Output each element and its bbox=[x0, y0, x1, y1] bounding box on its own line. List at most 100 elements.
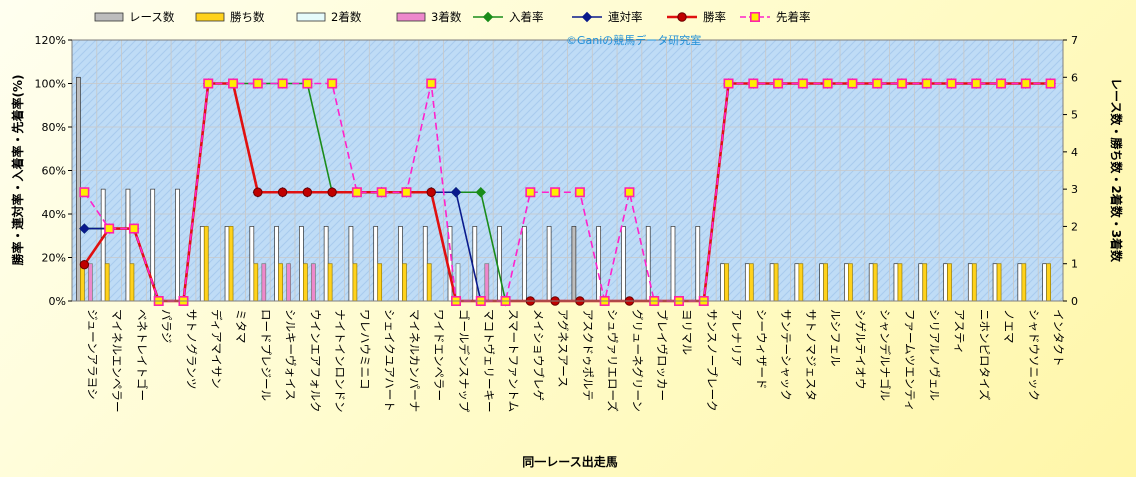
category-label: アグネスアース bbox=[556, 309, 570, 388]
point-先着率-18 bbox=[525, 187, 536, 198]
category-label: シュヴァリエローズ bbox=[606, 309, 620, 412]
category-label: ナイトインロンドン bbox=[333, 309, 347, 413]
category-label: グリューネグリーン bbox=[630, 309, 644, 412]
bar-レース数-11 bbox=[348, 226, 354, 302]
point-先着率-28 bbox=[773, 78, 784, 89]
point-勝率-7 bbox=[253, 187, 263, 197]
category-label: シャンデルナゴル bbox=[878, 309, 892, 401]
right-tick-label: 2 bbox=[1071, 220, 1078, 233]
bar-レース数-23 bbox=[645, 226, 651, 302]
bar-レース数-25 bbox=[695, 226, 701, 302]
right-tick-label: 5 bbox=[1071, 109, 1078, 122]
bar-勝ち数-14 bbox=[426, 263, 432, 302]
right-tick-label: 4 bbox=[1071, 146, 1078, 159]
bar-3着数-0 bbox=[88, 263, 93, 302]
bar-勝ち数-12 bbox=[377, 263, 383, 302]
bar-3着数-9 bbox=[311, 263, 316, 302]
legend-item-3着数: 3着数 bbox=[396, 10, 462, 24]
point-先着率-27 bbox=[748, 78, 759, 89]
bar-勝ち数-5 bbox=[203, 226, 209, 302]
left-tick-label: 20% bbox=[42, 252, 66, 265]
left-tick-label: 100% bbox=[35, 78, 66, 91]
right-tick-label: 3 bbox=[1071, 183, 1078, 196]
bar-勝ち数-34 bbox=[922, 263, 928, 302]
bar-レース数-20 bbox=[571, 226, 577, 302]
point-先着率-29 bbox=[797, 78, 808, 89]
category-label: アスクドゥポルテ bbox=[581, 309, 595, 401]
category-label: ヨリマル bbox=[680, 309, 694, 355]
bar-レース数-29 bbox=[794, 263, 800, 302]
point-先着率-8 bbox=[277, 78, 288, 89]
left-tick-label: 0% bbox=[49, 295, 66, 308]
bar-レース数-37 bbox=[992, 263, 998, 302]
point-先着率-33 bbox=[896, 78, 907, 89]
bar-勝ち数-11 bbox=[352, 263, 358, 302]
left-tick-label: 40% bbox=[42, 208, 66, 221]
category-label: ベネトレイトゴー bbox=[135, 309, 149, 401]
point-先着率-35 bbox=[946, 78, 957, 89]
bar-勝ち数-30 bbox=[823, 263, 828, 302]
bar-レース数-31 bbox=[844, 263, 849, 302]
bar-勝ち数-32 bbox=[872, 263, 878, 302]
category-label: シェイクユアハート bbox=[383, 309, 397, 412]
bar-レース数-32 bbox=[868, 263, 874, 302]
bar-レース数-19 bbox=[546, 226, 552, 302]
category-label: ニホンピロタイズ bbox=[977, 309, 991, 401]
category-label: ディアマイサン bbox=[209, 309, 223, 389]
category-label: ロードプレジール bbox=[259, 309, 273, 401]
legend-label: レース数 bbox=[129, 10, 175, 24]
category-label: ジューンアラヨシ bbox=[85, 309, 99, 400]
bar-勝ち数-31 bbox=[848, 263, 853, 302]
bar-レース数-17 bbox=[497, 226, 502, 302]
category-label: シルキーヴォイス bbox=[284, 309, 298, 401]
legend-item-先着率: 先着率 bbox=[740, 10, 811, 24]
point-先着率-2 bbox=[128, 223, 139, 234]
bar-レース数-2 bbox=[125, 188, 131, 302]
category-label: サンテーシャック bbox=[779, 309, 793, 401]
category-label: ワレハウミニコ bbox=[358, 309, 372, 390]
bar-レース数-8 bbox=[274, 226, 279, 302]
bar-レース数-12 bbox=[373, 226, 379, 302]
bar-レース数-27 bbox=[744, 263, 750, 302]
bar-レース数-7 bbox=[249, 226, 255, 302]
legend-item-2着数: 2着数 bbox=[296, 10, 362, 24]
point-勝率-9 bbox=[302, 187, 313, 197]
bar-レース数-9 bbox=[299, 226, 304, 302]
category-label: ゴールデンスナップ bbox=[457, 309, 471, 413]
bar-レース数-21 bbox=[596, 226, 602, 302]
bar-レース数-6 bbox=[224, 226, 230, 302]
category-label: パラジ bbox=[160, 309, 174, 343]
bar-レース数-34 bbox=[918, 263, 924, 302]
left-tick-label: 120% bbox=[35, 34, 66, 47]
legend-label: 先着率 bbox=[776, 10, 811, 24]
point-勝率-legend bbox=[677, 12, 687, 22]
legend-item-入着率: 入着率 bbox=[473, 10, 544, 24]
point-先着率-31 bbox=[847, 78, 858, 89]
bar-レース数-35 bbox=[943, 263, 948, 302]
category-label: マイネルエンペラー bbox=[110, 309, 124, 413]
legend-item-レース数: レース数 bbox=[94, 10, 175, 24]
category-label: シリアルノヴェル bbox=[928, 309, 942, 401]
point-先着率-39 bbox=[1045, 78, 1056, 89]
legend-swatch bbox=[94, 12, 124, 22]
point-先着率-0 bbox=[79, 187, 90, 198]
legend-swatch bbox=[195, 12, 225, 22]
bar-レース数-38 bbox=[1017, 263, 1023, 302]
right-axis-title: レース数・勝ち数・2着数・3着数 bbox=[1109, 78, 1124, 263]
category-label: スマートファントム bbox=[507, 309, 521, 412]
point-先着率-22 bbox=[624, 187, 635, 198]
category-label: サトノグランツ bbox=[184, 309, 198, 390]
point-先着率-10 bbox=[327, 78, 338, 89]
bar-勝ち数-39 bbox=[1046, 263, 1051, 302]
bar-レース数-22 bbox=[621, 226, 626, 302]
point-勝率-14 bbox=[426, 187, 436, 197]
point-入着率-16 bbox=[475, 187, 486, 198]
bar-レース数-33 bbox=[893, 263, 899, 302]
point-先着率-37 bbox=[996, 78, 1007, 89]
category-label: サンスノーブレーク bbox=[705, 309, 719, 412]
left-tick-label: 60% bbox=[42, 165, 66, 178]
bar-レース数-10 bbox=[323, 226, 329, 302]
category-label: マコトヴェリーキー bbox=[482, 309, 496, 412]
point-先着率-7 bbox=[252, 78, 263, 89]
category-label: シャドウソニック bbox=[1027, 309, 1041, 401]
